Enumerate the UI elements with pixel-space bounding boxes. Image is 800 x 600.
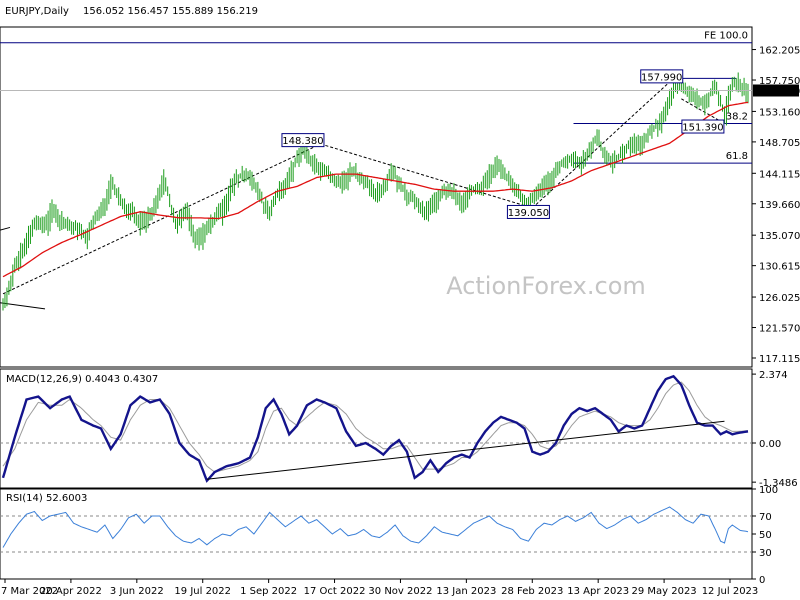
price-y-tick-label: 153.160: [759, 107, 800, 118]
macd-main-line: [1, 374, 749, 483]
rsi-y-tick-label: 100: [759, 485, 778, 496]
swing-label-box: [506, 204, 550, 219]
x-tick-label: 17 Oct 2022: [304, 586, 366, 597]
price-panel-frame: [0, 26, 753, 368]
x-tick-label: 13 Jan 2023: [436, 586, 496, 597]
macd-y-tick-label: -1.3486: [759, 478, 798, 489]
rsi-title: RSI(14) 52.6003: [6, 493, 87, 504]
rsi-y-axis: 100 70 50 30 0: [752, 485, 778, 586]
rsi-line: [2, 506, 749, 548]
price-y-tick-label: 144.115: [759, 169, 800, 180]
price-y-tick-label: 162.205: [759, 46, 800, 57]
rsi-y-tick-label: 0: [759, 575, 765, 586]
rsi-y-tick-label: 30: [759, 548, 772, 559]
price-y-tick-label: 157.750: [759, 76, 800, 87]
swing-label: 139.050: [508, 208, 549, 219]
rsi-y-tick-label: 50: [759, 530, 772, 541]
current-price-box: [753, 84, 799, 97]
ohlc-readout: 156.052 156.457 155.889 156.219: [83, 6, 258, 17]
swing-label: 151.390: [682, 123, 723, 134]
rsi-level-lines: [0, 515, 752, 553]
x-tick-label: 12 Jul 2023: [702, 586, 759, 597]
fib-level-label: FE 100.0: [704, 31, 748, 42]
swing-label: 148.380: [282, 136, 323, 147]
swing-label-box: [281, 133, 325, 148]
price-trendline: [681, 98, 725, 124]
price-trendline: [2, 143, 321, 295]
macd-y-axis: 2.374 0.00 -1.3486: [752, 370, 798, 489]
price-y-tick-label: 130.615: [759, 262, 800, 273]
x-tick-label: 20 Apr 2022: [40, 586, 102, 597]
macd-title: MACD(12,26,9) 0.4043 0.4307: [6, 374, 158, 385]
macd-panel-frame: [0, 368, 753, 489]
swing-label-box: [640, 69, 684, 84]
x-tick-label: 30 Nov 2022: [368, 586, 432, 597]
candles-layer: [2, 72, 749, 311]
price-y-tick-label: 121.570: [759, 324, 800, 335]
symbol-title: EURJPY,Daily: [5, 6, 69, 17]
macd-y-tick-label: 0.00: [759, 439, 781, 450]
edge-marker-line: [0, 226, 11, 231]
x-tick-label: 1 Sep 2022: [240, 586, 297, 597]
price-y-tick-label: 135.070: [759, 231, 800, 242]
sma-line: [2, 101, 749, 278]
x-tick-label: 29 May 2023: [631, 586, 696, 597]
current-price-label: 156.219: [759, 86, 800, 97]
price-y-tick-label: 126.025: [759, 293, 800, 304]
swing-label: 157.990: [641, 72, 682, 83]
price-y-tick-label: 139.660: [759, 200, 800, 211]
x-tick-label: 13 Apr 2023: [567, 586, 629, 597]
rsi-y-tick-label: 70: [759, 512, 772, 523]
price-y-tick-label: 148.705: [759, 138, 800, 149]
edge-marker-line: [0, 302, 46, 310]
macd-y-tick-label: 2.374: [759, 370, 788, 381]
x-tick-label: 19 Jul 2022: [174, 586, 231, 597]
swing-labels-layer: 148.380 139.050 157.990 151.390: [281, 69, 725, 219]
price-trendline: [320, 143, 533, 209]
fib-level-label: 61.8: [726, 151, 748, 162]
macd-trendline: [206, 420, 725, 480]
watermark-text: ActionForex.com: [446, 272, 646, 300]
price-y-axis: 162.205 157.750 153.160 148.705 144.115 139.6…: [752, 46, 800, 365]
macd-signal-line: [2, 381, 749, 473]
swing-label-box: [681, 119, 725, 134]
x-tick-label: 3 Jun 2022: [110, 586, 164, 597]
fib-level-label: 38.2: [726, 112, 748, 123]
x-tick-label: 28 Feb 2023: [501, 586, 563, 597]
x-tick-label: 7 Mar 2022: [1, 586, 58, 597]
price-y-tick-label: 117.115: [759, 354, 800, 365]
